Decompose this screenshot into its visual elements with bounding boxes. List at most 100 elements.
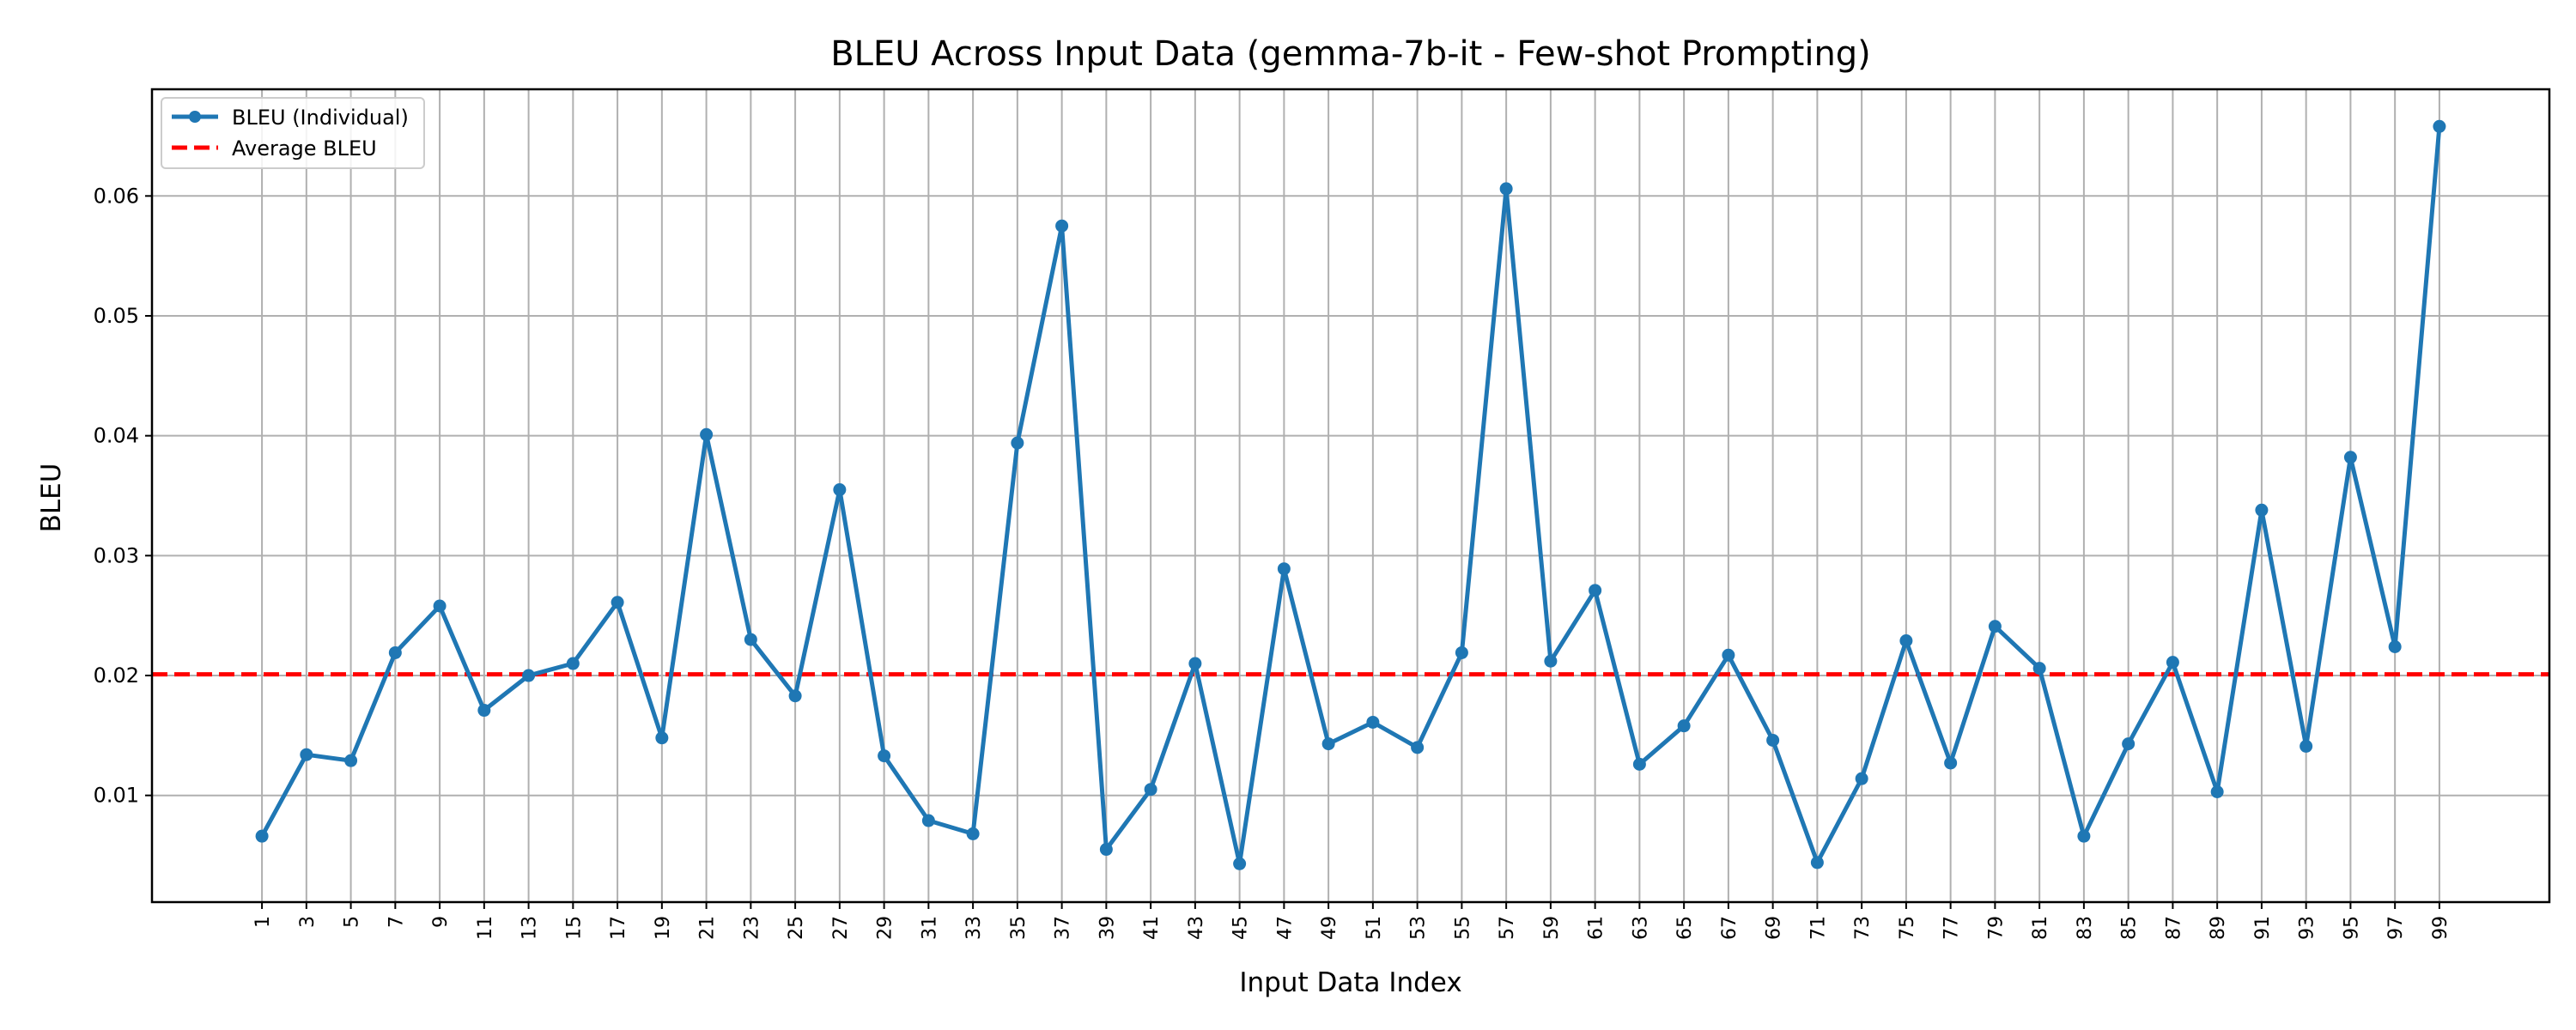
x-tick-label: 95	[2341, 916, 2362, 940]
data-point	[1988, 620, 2002, 633]
data-point	[1499, 182, 1513, 196]
chart-title: BLEU Across Input Data (gemma-7b-it - Fe…	[830, 34, 1871, 74]
x-tick-label: 77	[1941, 916, 1963, 940]
y-tick-label: 0.02	[94, 663, 139, 688]
data-point	[788, 689, 802, 703]
x-tick-label: 19	[653, 916, 674, 940]
legend-marker-bleu-individual	[189, 111, 201, 123]
data-point	[1632, 757, 1646, 771]
x-tick-label: 85	[2119, 916, 2141, 940]
x-tick-label: 15	[563, 916, 585, 940]
data-point	[477, 704, 491, 718]
data-point	[300, 748, 313, 761]
y-tick-label: 0.01	[94, 784, 139, 808]
data-point	[2032, 662, 2046, 676]
data-point	[1277, 562, 1291, 576]
bleu-individual-line	[259, 126, 2442, 866]
x-tick-label: 61	[1586, 916, 1607, 940]
x-tick-label: 27	[830, 916, 852, 940]
x-tick-label: 9	[430, 916, 452, 928]
data-point	[1766, 733, 1780, 747]
grid-lines	[152, 89, 2549, 902]
data-point	[344, 754, 358, 767]
x-tick-label: 59	[1541, 916, 1563, 940]
data-point	[700, 427, 714, 441]
data-point	[744, 633, 757, 646]
data-point	[2166, 656, 2179, 670]
data-point	[878, 749, 891, 763]
x-tick-label: 93	[2297, 916, 2318, 940]
data-point	[1366, 715, 1380, 729]
x-tick-label: 53	[1408, 916, 1430, 940]
data-point	[566, 657, 580, 670]
x-tick-label: 65	[1674, 916, 1696, 940]
data-point	[611, 596, 624, 609]
data-point	[522, 669, 536, 682]
x-tick-label: 97	[2385, 916, 2407, 940]
y-axis-label: BLEU	[36, 464, 67, 533]
x-tick-label: 67	[1719, 916, 1741, 940]
data-point	[2255, 503, 2269, 517]
data-point	[1855, 772, 1868, 785]
data-point	[1722, 648, 1735, 662]
plot-frame	[150, 88, 2551, 904]
x-tick-label: 25	[786, 916, 807, 940]
data-point	[1455, 645, 1468, 659]
x-tick-label: 7	[386, 916, 407, 928]
data-point	[1233, 857, 1247, 870]
data-point	[2210, 785, 2224, 798]
x-tick-label: 43	[1186, 916, 1207, 940]
x-tick-label: 47	[1274, 916, 1296, 940]
x-tick-label: 63	[1630, 916, 1651, 940]
data-point	[388, 645, 402, 659]
y-tick-label: 0.05	[94, 304, 139, 328]
y-tick-label: 0.06	[94, 184, 139, 208]
data-point	[1099, 843, 1113, 857]
data-point	[833, 483, 847, 497]
data-point	[1589, 584, 1602, 597]
data-point	[433, 599, 447, 613]
x-tick-label: 29	[875, 916, 896, 940]
x-tick-label: 75	[1897, 916, 1918, 940]
x-axis-ticks: 1 3 5 7 9 11 13 15 17 19 21 23 25 27 29 31 33 35 37 39 41 43 4…	[252, 902, 2451, 940]
x-tick-label: 3	[297, 916, 319, 928]
data-point	[1011, 436, 1024, 450]
y-tick-label: 0.04	[94, 424, 139, 448]
y-tick-label: 0.03	[94, 543, 139, 567]
x-tick-label: 39	[1097, 916, 1118, 940]
x-tick-label: 83	[2075, 916, 2096, 940]
data-point	[2122, 737, 2136, 751]
x-tick-label: 41	[1141, 916, 1163, 940]
x-tick-label: 33	[963, 916, 985, 940]
data-point	[2077, 829, 2091, 843]
x-tick-label: 51	[1364, 916, 1385, 940]
x-tick-label: 79	[1985, 916, 2007, 940]
legend-box	[161, 97, 425, 169]
x-tick-label: 69	[1764, 916, 1785, 940]
x-tick-label: 37	[1053, 916, 1074, 940]
data-point	[1144, 783, 1157, 797]
x-tick-label: 87	[2163, 916, 2184, 940]
data-point	[1944, 756, 1958, 770]
data-point	[255, 829, 269, 843]
x-tick-label: 17	[608, 916, 629, 940]
x-tick-label: 81	[2030, 916, 2051, 940]
x-tick-label: 13	[519, 916, 541, 940]
data-point	[921, 814, 935, 827]
x-tick-label: 45	[1230, 916, 1252, 940]
data-point	[1055, 219, 1069, 233]
x-tick-label: 35	[1008, 916, 1030, 940]
y-axis-ticks: 0.01 0.02 0.03 0.04 0.05 0.06	[94, 184, 152, 808]
x-tick-label: 99	[2430, 916, 2451, 940]
legend: BLEU (Individual) Average BLEU	[161, 97, 425, 169]
x-tick-label: 89	[2208, 916, 2229, 940]
data-point	[2343, 451, 2357, 464]
data-point	[1411, 741, 1425, 754]
x-tick-label: 57	[1497, 916, 1518, 940]
x-axis-label: Input Data Index	[1239, 967, 1461, 998]
data-point	[1544, 654, 1558, 668]
series-layer	[259, 126, 2442, 866]
data-point	[2388, 639, 2402, 653]
